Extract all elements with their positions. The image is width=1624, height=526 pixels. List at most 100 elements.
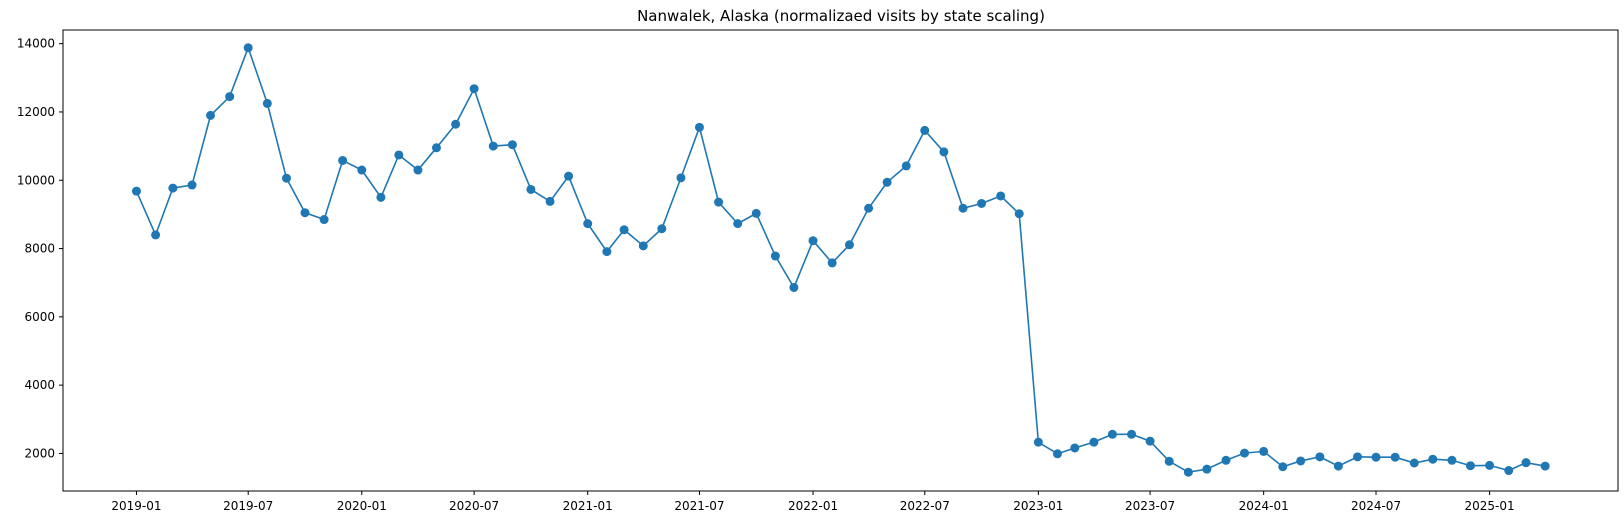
data-point bbox=[376, 192, 386, 202]
data-point bbox=[1296, 456, 1306, 466]
data-point bbox=[1540, 461, 1550, 471]
data-point bbox=[1052, 449, 1062, 459]
x-tick-label: 2020-01 bbox=[337, 499, 387, 513]
data-point bbox=[1107, 429, 1117, 439]
data-point bbox=[1070, 443, 1080, 453]
data-point bbox=[338, 155, 348, 165]
x-tick-label: 2019-01 bbox=[111, 499, 161, 513]
y-tick-label: 14000 bbox=[17, 37, 55, 51]
data-point bbox=[1333, 461, 1343, 471]
data-point bbox=[977, 198, 987, 208]
data-point bbox=[751, 208, 761, 218]
x-tick-label: 2022-01 bbox=[788, 499, 838, 513]
axes: 2019-01 2019-07 2020-01 2020-07 2021-01 2021-… bbox=[17, 29, 1619, 513]
data-point bbox=[1485, 460, 1495, 470]
y-tick-label: 8000 bbox=[24, 242, 55, 256]
data-point bbox=[882, 177, 892, 187]
data-point bbox=[770, 251, 780, 261]
data-point bbox=[583, 219, 593, 229]
data-point bbox=[1014, 209, 1024, 219]
data-point bbox=[319, 215, 329, 225]
data-point bbox=[564, 171, 574, 181]
data-point bbox=[1089, 437, 1099, 447]
data-point bbox=[1278, 462, 1288, 472]
data-point bbox=[526, 184, 536, 194]
data-point bbox=[619, 225, 629, 235]
x-tick-label: 2025-01 bbox=[1465, 499, 1515, 513]
data-point bbox=[1521, 458, 1531, 468]
data-point bbox=[206, 110, 216, 120]
data-point bbox=[676, 173, 686, 183]
data-point bbox=[488, 141, 498, 151]
data-point bbox=[151, 230, 161, 240]
data-point bbox=[262, 98, 272, 108]
data-point bbox=[1202, 464, 1212, 474]
data-point bbox=[451, 119, 461, 129]
y-tick-label: 12000 bbox=[17, 105, 55, 119]
data-point bbox=[920, 125, 930, 135]
data-point bbox=[827, 258, 837, 268]
x-tick-label: 2020-07 bbox=[449, 499, 499, 513]
data-point bbox=[714, 197, 724, 207]
data-point bbox=[939, 147, 949, 157]
data-point bbox=[901, 161, 911, 171]
data-point bbox=[1164, 456, 1174, 466]
x-tick-label: 2021-07 bbox=[674, 499, 724, 513]
y-tick-label: 2000 bbox=[24, 446, 55, 460]
data-point bbox=[394, 150, 404, 160]
data-point bbox=[469, 84, 479, 94]
data-point bbox=[1504, 466, 1514, 476]
data-point bbox=[545, 196, 555, 206]
data-point bbox=[1465, 461, 1475, 471]
x-tick-label: 2023-01 bbox=[1013, 499, 1063, 513]
x-tick-label: 2024-07 bbox=[1351, 499, 1401, 513]
data-point bbox=[1409, 458, 1419, 468]
data-point bbox=[789, 282, 799, 292]
x-tick-label: 2023-07 bbox=[1125, 499, 1175, 513]
data-point bbox=[1371, 452, 1381, 462]
data-point bbox=[1127, 429, 1137, 439]
series-line bbox=[135, 45, 1546, 474]
x-tick-label: 2024-01 bbox=[1239, 499, 1289, 513]
data-point bbox=[507, 140, 517, 150]
data-point bbox=[300, 208, 310, 218]
data-point bbox=[1447, 455, 1457, 465]
x-tick-label: 2019-07 bbox=[223, 499, 273, 513]
data-point bbox=[808, 236, 818, 246]
data-point bbox=[694, 122, 704, 132]
y-tick-label: 6000 bbox=[24, 310, 55, 324]
y-tick-label: 4000 bbox=[24, 378, 55, 392]
data-point bbox=[844, 240, 854, 250]
axes-frame bbox=[62, 29, 1619, 492]
data-point bbox=[1428, 454, 1438, 464]
data-point bbox=[281, 173, 291, 183]
data-point bbox=[657, 224, 667, 234]
data-point bbox=[1353, 452, 1362, 462]
chart-title: Nanwalek, Alaska (normalizaed visits by … bbox=[637, 7, 1045, 25]
data-point bbox=[996, 191, 1006, 201]
y-tick-label: 10000 bbox=[17, 173, 55, 187]
data-point bbox=[225, 92, 235, 102]
data-point bbox=[168, 183, 178, 193]
data-point bbox=[187, 180, 197, 190]
data-point bbox=[1240, 448, 1250, 458]
data-point bbox=[1390, 452, 1400, 462]
data-point bbox=[413, 165, 423, 175]
x-tick-label: 2021-01 bbox=[563, 499, 613, 513]
data-point bbox=[1183, 467, 1193, 477]
x-tick-label: 2022-07 bbox=[900, 499, 950, 513]
data-point bbox=[958, 203, 968, 213]
data-point bbox=[638, 241, 648, 251]
data-point bbox=[864, 203, 874, 213]
data-point bbox=[602, 247, 612, 257]
data-point bbox=[131, 186, 141, 196]
data-point bbox=[1033, 437, 1043, 447]
plot-area bbox=[131, 43, 1550, 477]
data-point bbox=[431, 143, 441, 153]
data-point bbox=[357, 165, 367, 175]
data-point bbox=[1259, 446, 1269, 456]
data-point bbox=[733, 219, 743, 229]
data-point bbox=[1145, 436, 1155, 446]
data-point bbox=[1221, 455, 1231, 465]
